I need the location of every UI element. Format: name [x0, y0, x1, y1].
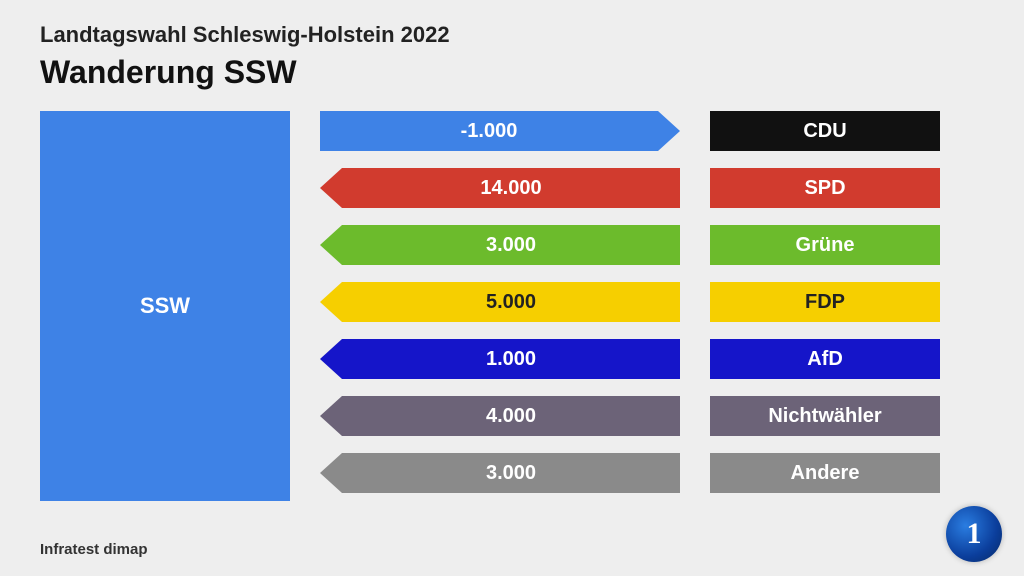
arrow-left-icon — [320, 339, 342, 379]
arrow-value: 4.000 — [486, 405, 536, 428]
arrow-body: -1.000 — [320, 111, 658, 151]
arrow-left-icon — [320, 453, 342, 493]
arrow-value: -1.000 — [461, 120, 518, 143]
flow-arrow: 5.000 — [320, 282, 680, 322]
subject-label: SSW — [140, 293, 190, 319]
flow-arrow: -1.000 — [320, 111, 680, 151]
flow-arrow: 4.000 — [320, 396, 680, 436]
arrow-right-icon — [658, 111, 680, 151]
arrow-body: 4.000 — [342, 396, 680, 436]
arrow-value: 5.000 — [486, 291, 536, 314]
party-label: Grüne — [710, 225, 940, 265]
arrow-body: 3.000 — [342, 453, 680, 493]
party-label: Andere — [710, 453, 940, 493]
arrows-column: -1.000 14.000 3.000 5.000 1.000 4.000 3.000 — [320, 111, 680, 493]
arrow-body: 5.000 — [342, 282, 680, 322]
chart-header: Landtagswahl Schleswig-Holstein 2022 Wan… — [0, 0, 1024, 101]
flow-arrow: 1.000 — [320, 339, 680, 379]
parties-column: CDU SPD Grüne FDP AfD Nichtwähler Andere — [710, 111, 940, 493]
party-label: Nichtwähler — [710, 396, 940, 436]
chart-title: Wanderung SSW — [40, 54, 984, 91]
flow-arrow: 3.000 — [320, 453, 680, 493]
flow-arrow: 14.000 — [320, 168, 680, 208]
arrow-value: 3.000 — [486, 462, 536, 485]
party-label: CDU — [710, 111, 940, 151]
arrow-body: 3.000 — [342, 225, 680, 265]
arrow-left-icon — [320, 396, 342, 436]
migration-chart: SSW -1.000 14.000 3.000 5.000 1.000 4.000 3.00… — [0, 101, 1024, 501]
arrow-left-icon — [320, 282, 342, 322]
flow-arrow: 3.000 — [320, 225, 680, 265]
subject-block: SSW — [40, 111, 290, 501]
arrow-value: 3.000 — [486, 234, 536, 257]
arrow-value: 14.000 — [480, 177, 541, 200]
party-label: SPD — [710, 168, 940, 208]
party-label: AfD — [710, 339, 940, 379]
arrow-value: 1.000 — [486, 348, 536, 371]
arrow-left-icon — [320, 168, 342, 208]
arrow-body: 1.000 — [342, 339, 680, 379]
arrow-left-icon — [320, 225, 342, 265]
party-label: FDP — [710, 282, 940, 322]
logo-glyph: 1 — [967, 517, 982, 551]
source-label: Infratest dimap — [40, 541, 148, 558]
arrow-body: 14.000 — [342, 168, 680, 208]
chart-subtitle: Landtagswahl Schleswig-Holstein 2022 — [40, 22, 984, 48]
broadcaster-logo: 1 — [946, 506, 1002, 562]
